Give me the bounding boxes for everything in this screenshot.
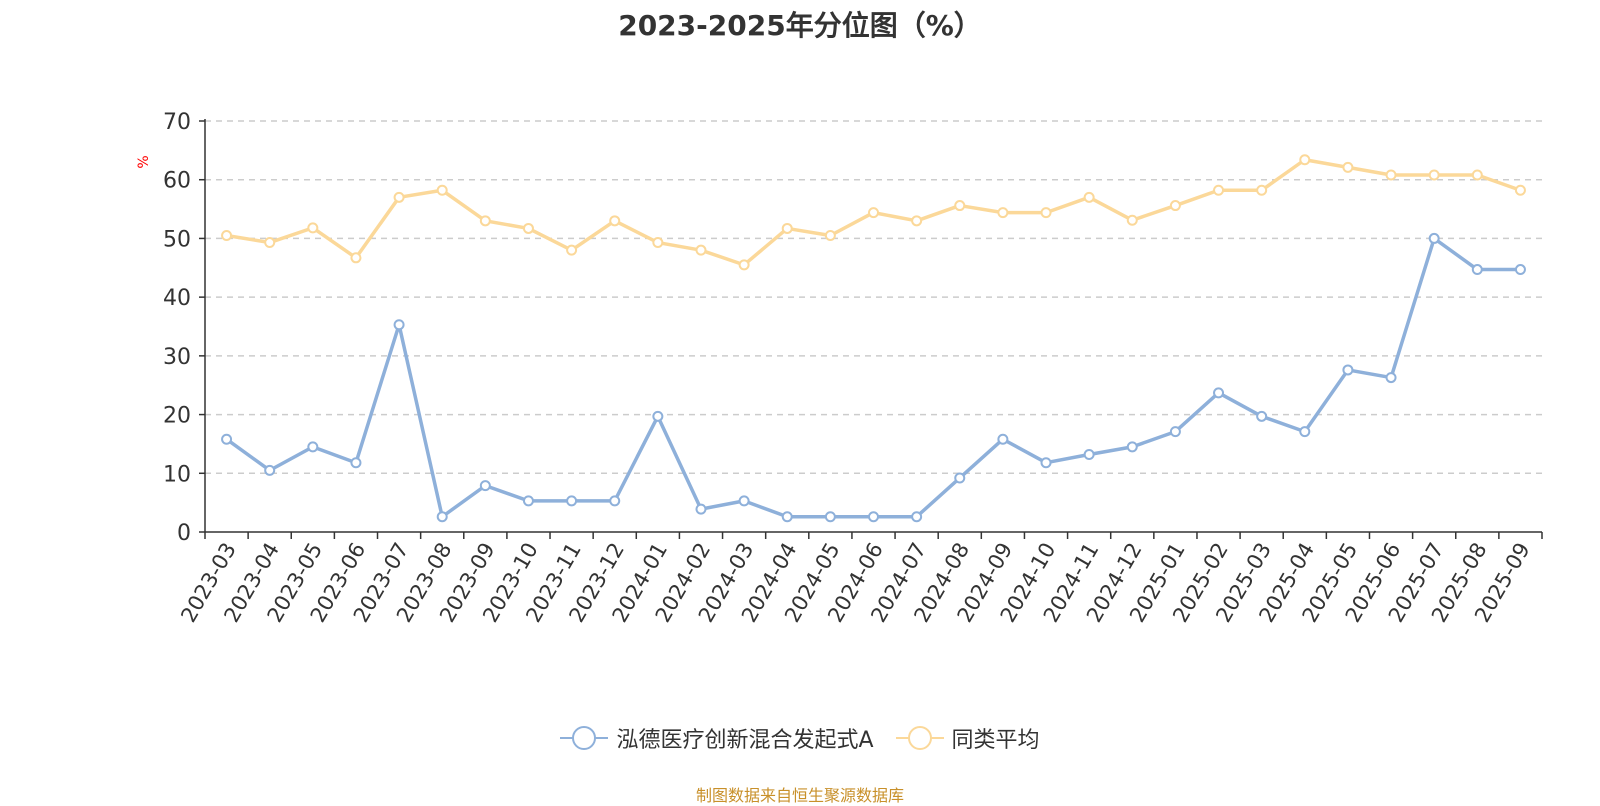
data-point-1-2025-03 xyxy=(1256,184,1268,196)
data-point-0-2024-12 xyxy=(1126,441,1138,453)
data-point-0-2024-09 xyxy=(997,433,1009,445)
legend-item-peer-average[interactable]: 同类平均 xyxy=(895,722,1040,754)
y-tick-label-40: 40 xyxy=(163,286,191,311)
data-point-0-2023-09 xyxy=(479,480,491,492)
data-point-1-2025-01 xyxy=(1169,200,1181,212)
data-point-0-2025-06 xyxy=(1385,372,1397,384)
data-point-1-2024-02 xyxy=(695,244,707,256)
data-point-1-2025-04 xyxy=(1299,154,1311,166)
grid-lines xyxy=(205,120,1542,475)
data-point-1-2023-12 xyxy=(609,215,621,227)
legend-symbol-peer-average xyxy=(895,725,944,751)
data-point-0-2025-07 xyxy=(1428,232,1440,244)
data-point-0-2023-12 xyxy=(609,495,621,507)
axes: 0102030405060702023-032023-042023-052023… xyxy=(163,110,1543,626)
y-tick-label-50: 50 xyxy=(163,227,191,252)
data-point-0-2025-01 xyxy=(1169,426,1181,438)
source-note: 制图数据来自恒生聚源数据库 xyxy=(695,786,904,805)
data-point-1-2025-09 xyxy=(1514,184,1526,196)
data-point-0-2023-07 xyxy=(393,319,405,331)
data-point-0-2025-03 xyxy=(1256,410,1268,422)
legend-label-peer-average: 同类平均 xyxy=(951,728,1040,753)
data-point-1-2024-12 xyxy=(1126,214,1138,226)
data-point-1-2025-05 xyxy=(1342,161,1354,173)
data-point-1-2025-07 xyxy=(1428,169,1440,181)
data-point-0-2023-10 xyxy=(522,495,534,507)
data-point-1-2023-07 xyxy=(393,191,405,203)
data-point-1-2024-08 xyxy=(954,200,966,212)
data-point-1-2024-05 xyxy=(824,229,836,241)
data-point-1-2023-05 xyxy=(307,222,319,234)
data-point-1-2024-01 xyxy=(652,237,664,249)
data-point-1-2024-03 xyxy=(738,259,750,271)
data-point-1-2023-11 xyxy=(566,244,578,256)
data-point-1-2024-10 xyxy=(1040,207,1052,219)
data-point-0-2024-05 xyxy=(824,511,836,523)
series-1 xyxy=(221,154,1526,271)
data-point-0-2023-11 xyxy=(566,495,578,507)
chart-title: 2023-2025年分位图（%） xyxy=(618,9,982,42)
data-point-0-2024-07 xyxy=(911,511,923,523)
data-point-0-2024-10 xyxy=(1040,457,1052,469)
data-point-1-2025-06 xyxy=(1385,169,1397,181)
data-point-1-2024-11 xyxy=(1083,191,1095,203)
data-point-0-2024-08 xyxy=(954,472,966,484)
legend-item-fund[interactable]: 泓德医疗创新混合发起式A xyxy=(560,722,874,754)
data-point-1-2025-02 xyxy=(1213,184,1225,196)
y-tick-label-30: 30 xyxy=(163,345,191,370)
legend-symbol-fund xyxy=(560,725,609,751)
series xyxy=(221,154,1526,523)
data-point-1-2023-03 xyxy=(221,229,233,241)
y-tick-label-60: 60 xyxy=(163,169,191,194)
data-point-1-2025-08 xyxy=(1471,169,1483,181)
y-axis-unit-label: % xyxy=(136,155,152,168)
data-point-0-2025-05 xyxy=(1342,364,1354,376)
series-0 xyxy=(221,232,1526,523)
data-point-1-2024-09 xyxy=(997,207,1009,219)
data-point-1-2024-06 xyxy=(868,207,879,219)
data-point-0-2023-04 xyxy=(264,464,276,476)
data-point-0-2023-05 xyxy=(307,441,319,453)
data-point-0-2025-08 xyxy=(1471,264,1483,276)
data-point-0-2024-01 xyxy=(652,410,664,422)
y-tick-label-20: 20 xyxy=(163,404,191,429)
y-tick-label-0: 0 xyxy=(177,521,191,546)
y-tick-label-70: 70 xyxy=(163,110,191,135)
data-point-0-2023-08 xyxy=(436,511,448,523)
data-point-0-2025-04 xyxy=(1299,426,1311,438)
data-point-1-2023-08 xyxy=(436,184,448,196)
legend: 泓德医疗创新混合发起式A 同类平均 xyxy=(0,722,1600,754)
data-point-0-2025-09 xyxy=(1514,264,1526,276)
data-point-1-2024-04 xyxy=(781,222,793,234)
data-point-1-2023-10 xyxy=(522,222,534,234)
data-point-0-2024-11 xyxy=(1083,448,1095,460)
data-point-1-2023-06 xyxy=(350,252,362,264)
data-point-0-2025-02 xyxy=(1213,387,1225,399)
data-point-0-2023-06 xyxy=(350,457,362,469)
data-point-1-2023-04 xyxy=(264,237,276,249)
y-tick-label-10: 10 xyxy=(163,462,191,487)
data-point-0-2024-02 xyxy=(695,503,707,515)
data-point-1-2023-09 xyxy=(479,215,491,227)
data-point-0-2024-03 xyxy=(738,495,750,507)
data-point-0-2024-06 xyxy=(868,511,879,523)
series-line-0 xyxy=(225,236,1521,519)
data-point-1-2024-07 xyxy=(911,215,923,227)
data-point-0-2024-04 xyxy=(781,511,793,523)
data-point-0-2023-03 xyxy=(221,433,233,445)
legend-label-fund: 泓德医疗创新混合发起式A xyxy=(616,728,874,753)
